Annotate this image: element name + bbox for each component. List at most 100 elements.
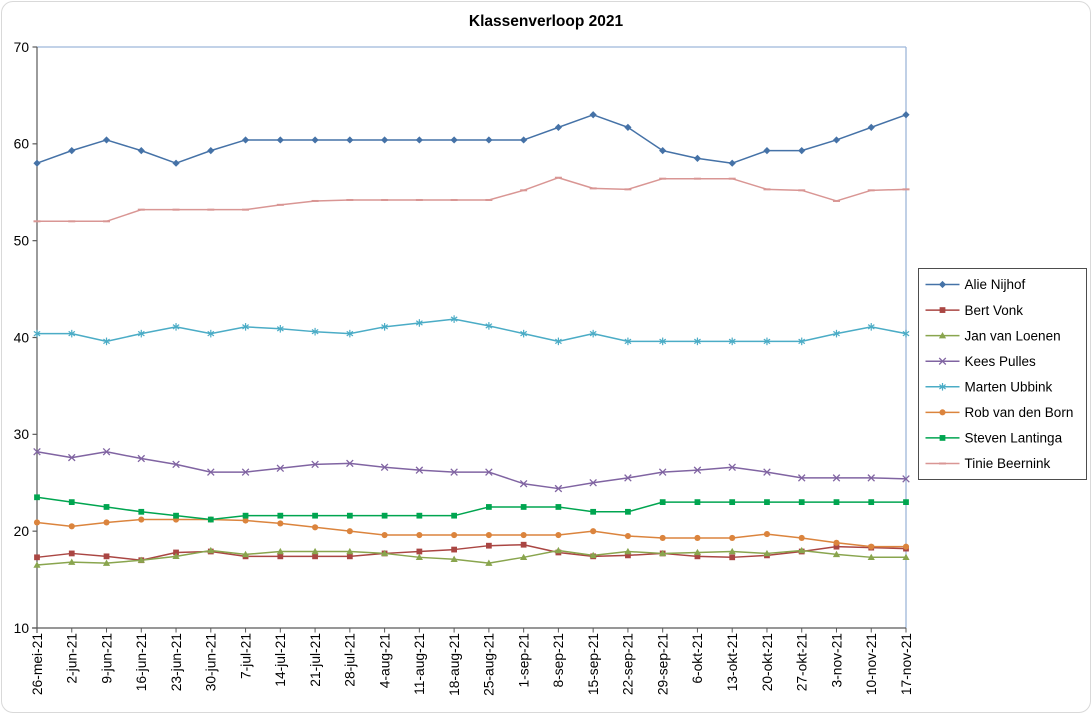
x-marker [137, 454, 146, 463]
circle-marker [902, 543, 910, 550]
legend-label: Kees Pulles [965, 354, 1037, 369]
dash-marker [659, 177, 667, 180]
x-marker [68, 453, 76, 462]
circle-marker [277, 520, 284, 527]
x-marker [276, 464, 285, 472]
legend-label: Steven Lantinga [965, 431, 1063, 446]
x-tick-label: 18-aug-21 [447, 633, 462, 696]
x-marker [938, 357, 947, 365]
dash-marker [939, 462, 946, 465]
asterisk-marker [450, 315, 458, 323]
diamond-marker [902, 111, 910, 119]
x-tick-label: 14-jul-21 [273, 633, 288, 687]
triangle-marker [659, 549, 667, 557]
square-marker [659, 499, 666, 505]
square-marker [68, 499, 75, 505]
diamond-marker [68, 147, 76, 155]
square-marker [729, 554, 736, 561]
circle-marker [138, 516, 145, 523]
square-marker [277, 512, 284, 519]
circle-marker [520, 531, 527, 539]
dash-marker [137, 208, 145, 211]
x-tick-label: 21-jul-21 [308, 633, 323, 687]
square-marker [138, 508, 145, 515]
circle-marker [451, 531, 458, 539]
legend-label: Jan van Loenen [965, 328, 1061, 343]
circle-marker [312, 524, 319, 531]
square-marker [346, 553, 353, 560]
series-rob-van-den-born [33, 516, 910, 550]
square-marker [833, 499, 840, 505]
asterisk-marker [207, 329, 215, 338]
diamond-marker [102, 136, 111, 144]
triangle-marker [346, 547, 354, 555]
triangle-marker [311, 547, 319, 555]
diamond-marker [938, 280, 947, 289]
square-marker [764, 499, 770, 505]
square-marker [486, 504, 492, 510]
x-marker [728, 463, 736, 472]
diamond-marker [137, 147, 145, 155]
y-tick-label: 20 [14, 524, 30, 539]
asterisk-marker [867, 323, 875, 331]
series-line-alie-nijhof [36, 114, 907, 164]
series-marten-ubbink [33, 315, 910, 346]
square-marker [520, 504, 527, 510]
series-line-steven-lantinga [36, 496, 907, 521]
dash-marker [728, 177, 736, 180]
dash-marker [624, 188, 632, 191]
diamond-marker [520, 136, 528, 144]
circle-marker [694, 534, 701, 542]
dash-marker [589, 187, 597, 190]
legend-label: Bert Vonk [965, 303, 1024, 318]
asterisk-marker [172, 323, 180, 331]
x-tick-label: 28-jul-21 [343, 633, 358, 687]
square-marker [381, 512, 388, 519]
x-marker [832, 474, 841, 482]
diamond-marker [867, 123, 875, 131]
dash-marker [450, 198, 458, 201]
triangle-marker [33, 561, 41, 568]
x-marker [624, 474, 632, 482]
dash-marker [172, 208, 180, 211]
square-marker [939, 307, 946, 313]
legend-label: Marten Ubbink [965, 379, 1053, 394]
legend-label: Tinie Beernink [965, 456, 1051, 471]
circle-marker [868, 543, 875, 550]
x-marker [485, 468, 493, 476]
y-tick-label: 60 [14, 137, 30, 152]
asterisk-marker [939, 382, 946, 391]
diamond-marker [798, 147, 806, 155]
triangle-marker [172, 552, 180, 560]
square-marker [625, 552, 631, 559]
series-kees-pulles [33, 448, 910, 493]
x-marker [450, 468, 458, 476]
asterisk-marker [276, 324, 284, 333]
series-layer [33, 111, 910, 568]
triangle-marker [276, 547, 284, 555]
circle-marker [833, 539, 840, 546]
diamond-marker [276, 136, 284, 144]
x-tick-label: 1-sep-21 [516, 633, 531, 687]
square-marker [312, 512, 318, 519]
asterisk-marker [485, 322, 493, 330]
x-tick-label: 15-sep-21 [586, 633, 601, 695]
series-line-kees-pulles [36, 451, 907, 490]
dash-marker [242, 208, 250, 211]
triangle-marker [381, 549, 389, 557]
x-tick-label: 16-jun-21 [134, 633, 149, 691]
x-marker [797, 474, 806, 482]
dash-marker [902, 188, 910, 191]
asterisk-marker [763, 337, 771, 346]
asterisk-marker [346, 329, 354, 338]
x-tick-label: 20-okt-21 [760, 633, 775, 691]
square-marker [277, 553, 284, 560]
triangle-marker [102, 559, 111, 566]
x-tick-label: 10-nov-21 [864, 633, 879, 695]
x-tick-label: 8-sep-21 [551, 633, 566, 687]
series-alie-nijhof [33, 111, 910, 167]
diamond-marker [450, 136, 458, 144]
x-marker [380, 463, 389, 472]
triangle-marker [589, 551, 597, 559]
circle-marker [590, 528, 597, 535]
